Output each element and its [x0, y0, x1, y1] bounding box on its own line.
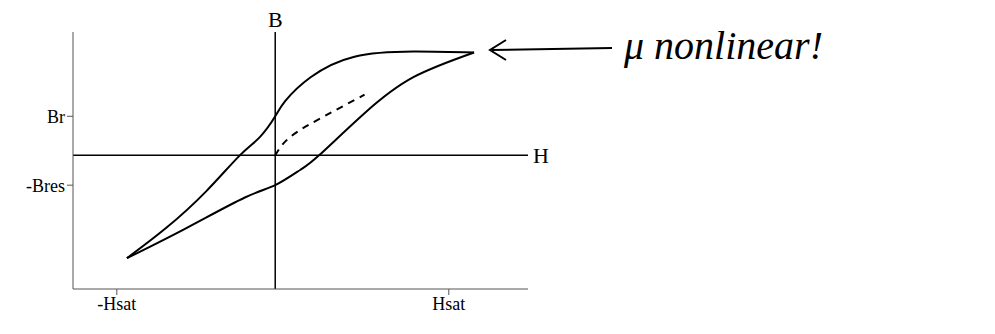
svg-text:B: B [268, 7, 283, 32]
svg-text:Hsat: Hsat [432, 294, 465, 314]
svg-text:Br: Br [47, 107, 65, 127]
svg-text:-Bres: -Bres [26, 176, 65, 196]
svg-text:H: H [533, 143, 549, 168]
svg-text:-Hsat: -Hsat [97, 294, 136, 314]
html-text:μ nonlinear!: μ nonlinear! [624, 23, 823, 68]
